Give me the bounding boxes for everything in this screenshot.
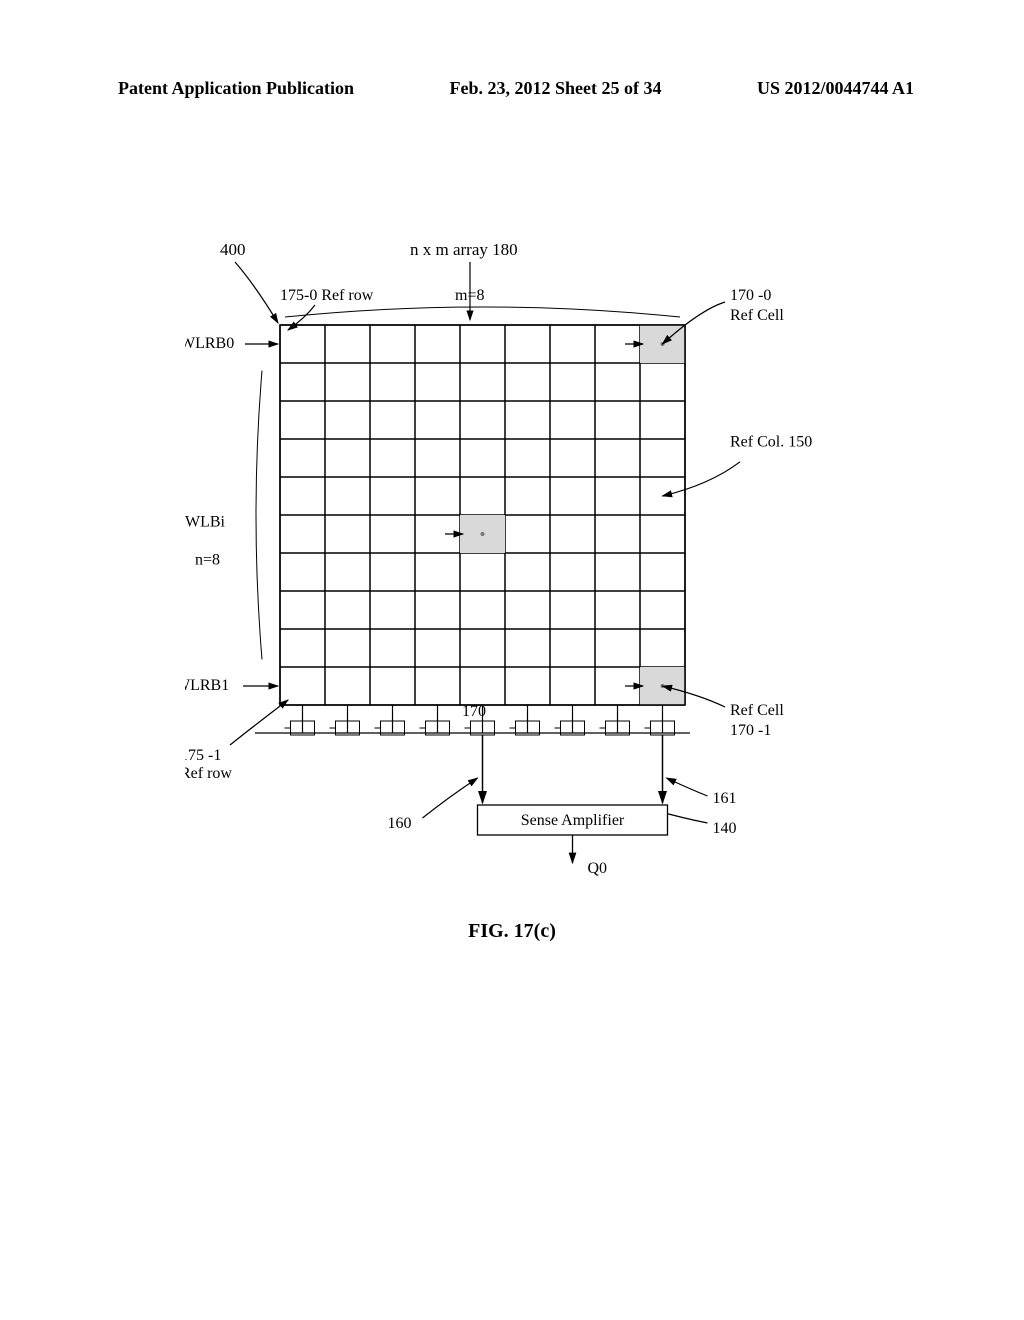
svg-text:Ref Col. 150: Ref Col. 150 xyxy=(730,434,812,451)
svg-text:170 -1: 170 -1 xyxy=(730,722,771,739)
svg-text:Q0: Q0 xyxy=(588,860,608,877)
diagram: 400 n x m array 180 175-0 Ref row m=8 170 -0… xyxy=(185,230,885,910)
svg-text:Sense Amplifier: Sense Amplifier xyxy=(521,812,625,829)
svg-text:n x m array 180: n x m array 180 xyxy=(410,240,518,259)
svg-text:175 -1: 175 -1 xyxy=(185,747,221,764)
svg-text:Ref Cell: Ref Cell xyxy=(730,702,784,719)
figure-caption: FIG. 17(c) xyxy=(0,920,1024,943)
page-header: Patent Application Publication Feb. 23, … xyxy=(0,78,1024,99)
header-left: Patent Application Publication xyxy=(118,78,354,99)
svg-text:n=8: n=8 xyxy=(195,551,220,568)
svg-text:WLBi: WLBi xyxy=(185,513,226,530)
svg-text:160: 160 xyxy=(388,815,412,832)
svg-text:161: 161 xyxy=(713,790,737,807)
header-center: Feb. 23, 2012 Sheet 25 of 34 xyxy=(450,78,662,99)
svg-text:140: 140 xyxy=(713,820,737,837)
svg-text:170: 170 xyxy=(462,703,486,720)
svg-text:400: 400 xyxy=(220,240,246,259)
svg-text:175-0 Ref row: 175-0 Ref row xyxy=(280,287,374,304)
svg-text:m=8: m=8 xyxy=(455,287,484,304)
svg-text:WLRB0: WLRB0 xyxy=(185,335,234,352)
svg-text:WLRB1: WLRB1 xyxy=(185,677,229,694)
svg-text:Ref row: Ref row xyxy=(185,765,232,782)
header-right: US 2012/0044744 A1 xyxy=(757,78,914,99)
svg-text:Ref Cell: Ref Cell xyxy=(730,307,784,324)
svg-text:170 -0: 170 -0 xyxy=(730,287,771,304)
